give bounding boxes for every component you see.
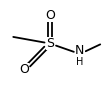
Text: H: H (76, 57, 84, 67)
Text: O: O (20, 63, 29, 76)
Text: O: O (45, 9, 55, 22)
Text: N: N (75, 44, 85, 57)
Text: S: S (46, 37, 54, 50)
